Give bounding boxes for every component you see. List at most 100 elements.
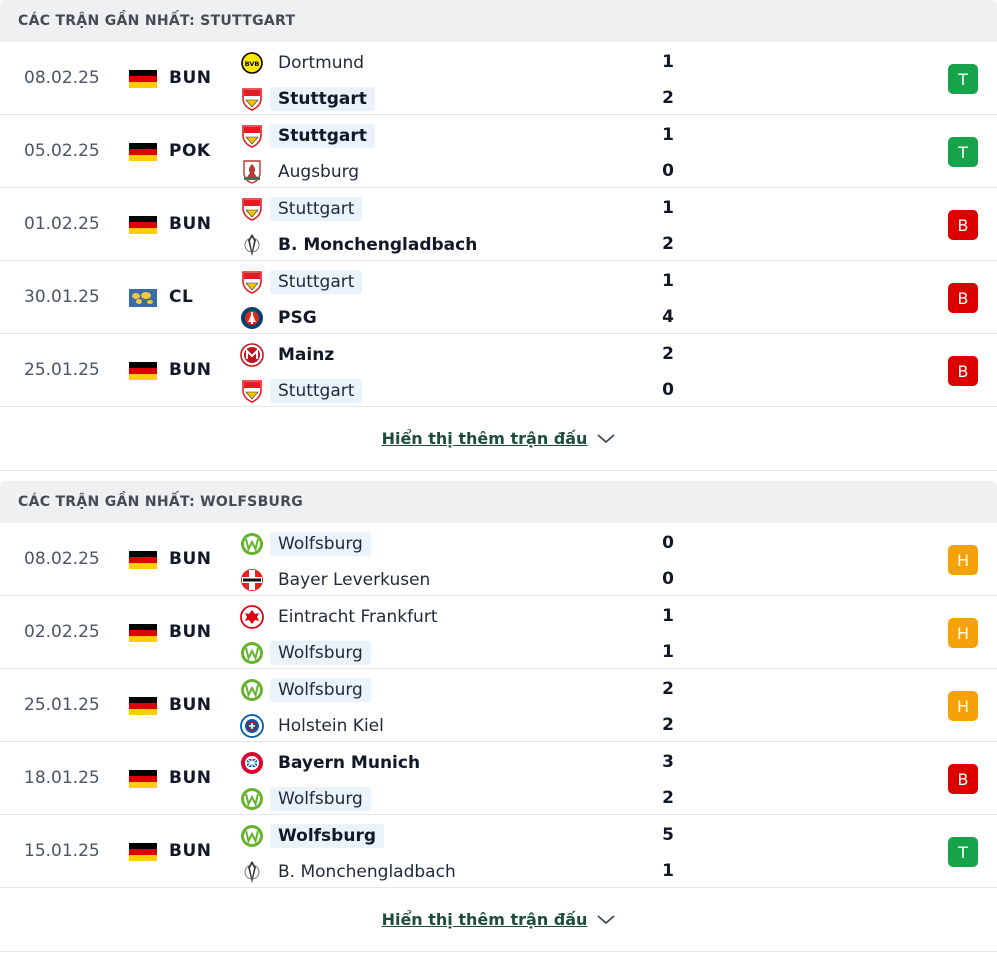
match-row[interactable]: 02.02.25 BUN Eintracht Frankfurt Wolfsbu… [0, 596, 997, 669]
psg-logo-icon [240, 306, 264, 330]
match-date: 08.02.25 [24, 68, 100, 88]
result-badge: B [948, 356, 978, 386]
stuttgart-logo-icon [240, 87, 264, 111]
section-title: CÁC TRẬN GẦN NHẤT: STUTTGART [0, 0, 997, 42]
germany-flag-icon [129, 362, 157, 380]
show-more-label: Hiển thị thêm trận đấu [381, 910, 588, 929]
home-score: 1 [662, 52, 674, 72]
home-score: 1 [662, 271, 674, 291]
result-badge: H [948, 691, 978, 721]
team-name: Mainz [278, 345, 335, 365]
home-score: 0 [662, 533, 674, 553]
match-row[interactable]: 30.01.25 CL Stuttgart PSG 1 4 B [0, 261, 997, 334]
recent-matches-stuttgart: CÁC TRẬN GẦN NHẤT: STUTTGART 08.02.25 BU… [0, 0, 997, 471]
gladbach-logo-icon [240, 860, 264, 884]
home-team[interactable]: Eintracht Frankfurt [240, 604, 445, 630]
stuttgart-logo-icon [240, 124, 264, 148]
home-team[interactable]: Wolfsburg [240, 677, 371, 703]
team-name: PSG [278, 308, 317, 328]
away-team[interactable]: B. Monchengladbach [240, 232, 485, 258]
home-team[interactable]: Bayern Munich [240, 750, 428, 776]
home-score: 2 [662, 679, 674, 699]
away-team[interactable]: Bayer Leverkusen [240, 567, 438, 593]
away-team[interactable]: Wolfsburg [240, 640, 371, 666]
away-score: 1 [662, 642, 674, 662]
home-score: 3 [662, 752, 674, 772]
team-name: Holstein Kiel [278, 716, 384, 736]
away-score: 2 [662, 234, 674, 254]
away-score: 2 [662, 88, 674, 108]
match-row[interactable]: 18.01.25 BUN Bayern Munich Wolfsburg 3 2… [0, 742, 997, 815]
home-team[interactable]: Wolfsburg [240, 823, 384, 849]
result-badge: B [948, 283, 978, 313]
section-title: CÁC TRẬN GẦN NHẤT: WOLFSBURG [0, 481, 997, 523]
wolfsburg-logo-icon [240, 824, 264, 848]
match-date: 18.01.25 [24, 768, 100, 788]
show-more-row: Hiển thị thêm trận đấu [0, 888, 997, 952]
away-team[interactable]: B. Monchengladbach [240, 859, 464, 885]
home-score: 1 [662, 198, 674, 218]
team-name: Dortmund [278, 53, 365, 73]
dortmund-logo-icon: BVB [240, 51, 264, 75]
home-score: 1 [662, 125, 674, 145]
result-badge: T [948, 837, 978, 867]
match-row[interactable]: 08.02.25 BUN Wolfsburg Bayer Leverkusen … [0, 523, 997, 596]
team-name: Stuttgart [270, 124, 375, 148]
show-more-label: Hiển thị thêm trận đấu [381, 429, 588, 448]
result-badge: T [948, 64, 978, 94]
germany-flag-icon [129, 697, 157, 715]
mainz-logo-icon [240, 343, 264, 367]
home-team[interactable]: Stuttgart [240, 196, 363, 222]
match-row[interactable]: 05.02.25 POK Stuttgart Augsburg 1 0 T [0, 115, 997, 188]
germany-flag-icon [129, 143, 157, 161]
team-name: Wolfsburg [270, 787, 371, 811]
home-team[interactable]: Mainz [240, 342, 342, 368]
league-code: BUN [169, 768, 212, 788]
match-row[interactable]: 01.02.25 BUN Stuttgart B. Monchengladbac… [0, 188, 997, 261]
chevron-down-icon [597, 910, 615, 929]
team-name: Stuttgart [270, 87, 375, 111]
bayern-logo-icon [240, 751, 264, 775]
wolfsburg-logo-icon [240, 787, 264, 811]
match-row[interactable]: 25.01.25 BUN Mainz Stuttgart 2 0 B [0, 334, 997, 407]
match-date: 15.01.25 [24, 841, 100, 861]
match-row[interactable]: 08.02.25 BUN BVB Dortmund Stuttgart 1 2 … [0, 42, 997, 115]
team-name: Stuttgart [270, 270, 363, 294]
away-team[interactable]: Holstein Kiel [240, 713, 392, 739]
wolfsburg-logo-icon [240, 678, 264, 702]
league-code: BUN [169, 841, 212, 861]
svg-text:BVB: BVB [245, 60, 260, 68]
recent-matches-wolfsburg: CÁC TRẬN GẦN NHẤT: WOLFSBURG 08.02.25 BU… [0, 481, 997, 952]
team-name: Bayer Leverkusen [278, 570, 431, 590]
home-score: 2 [662, 344, 674, 364]
germany-flag-icon [129, 770, 157, 788]
away-score: 0 [662, 569, 674, 589]
result-badge: T [948, 137, 978, 167]
league-code: BUN [169, 360, 212, 380]
wolfsburg-logo-icon [240, 532, 264, 556]
home-team[interactable]: Stuttgart [240, 269, 363, 295]
away-team[interactable]: PSG [240, 305, 325, 331]
home-team[interactable]: BVB Dortmund [240, 50, 372, 76]
show-more-link[interactable]: Hiển thị thêm trận đấu [382, 910, 616, 929]
result-badge: H [948, 618, 978, 648]
home-team[interactable]: Stuttgart [240, 123, 375, 149]
away-team[interactable]: Augsburg [240, 159, 367, 185]
away-score: 2 [662, 715, 674, 735]
chevron-down-icon [597, 429, 615, 448]
frankfurt-logo-icon [240, 605, 264, 629]
show-more-link[interactable]: Hiển thị thêm trận đấu [382, 429, 616, 448]
away-team[interactable]: Stuttgart [240, 378, 363, 404]
away-team[interactable]: Stuttgart [240, 86, 375, 112]
away-team[interactable]: Wolfsburg [240, 786, 371, 812]
match-row[interactable]: 25.01.25 BUN Wolfsburg Holstein Kiel 2 2… [0, 669, 997, 742]
league-code: BUN [169, 622, 212, 642]
team-name: Stuttgart [270, 197, 363, 221]
kiel-logo-icon [240, 714, 264, 738]
gladbach-logo-icon [240, 233, 264, 257]
league-code: CL [169, 287, 194, 307]
home-team[interactable]: Wolfsburg [240, 531, 371, 557]
match-row[interactable]: 15.01.25 BUN Wolfsburg B. Monchengladbac… [0, 815, 997, 888]
team-name: B. Monchengladbach [278, 235, 478, 255]
match-date: 25.01.25 [24, 360, 100, 380]
